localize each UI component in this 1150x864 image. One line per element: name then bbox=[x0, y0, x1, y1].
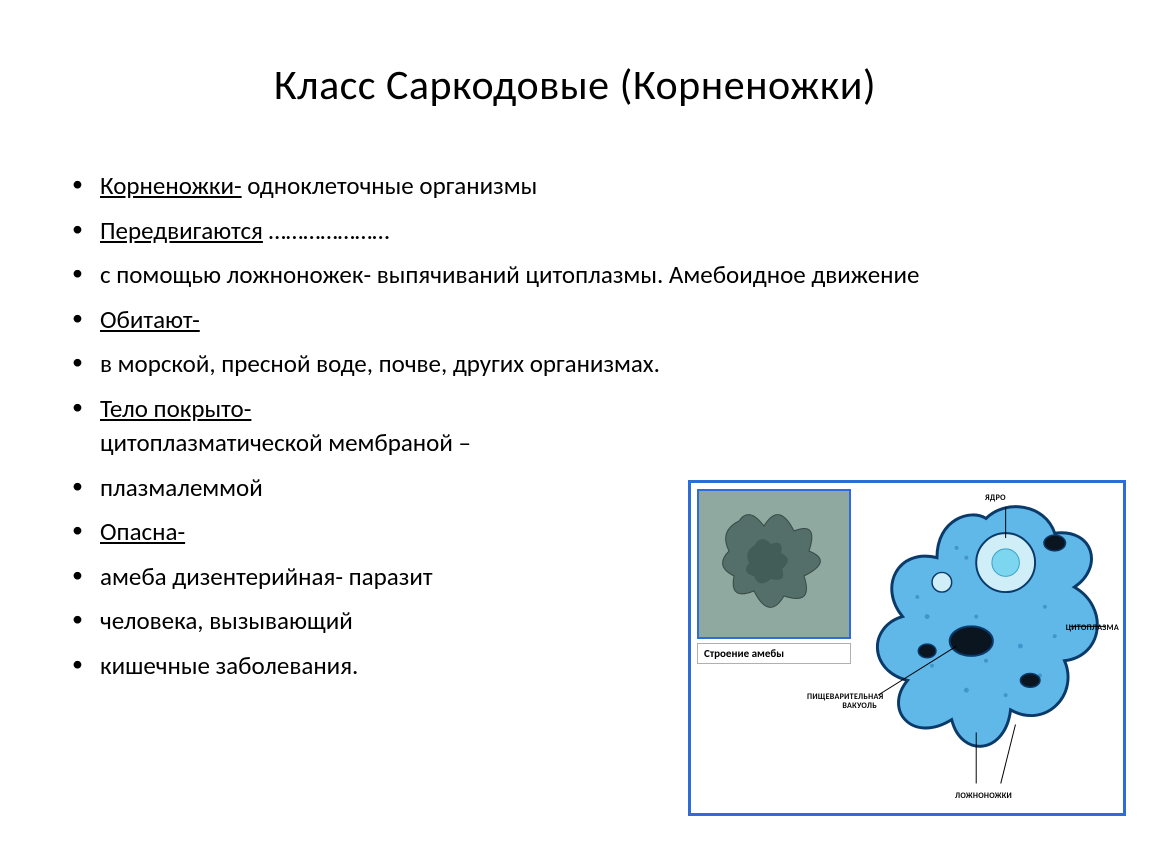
bullet-term: Обитают- bbox=[100, 304, 200, 335]
slide-title: Класс Саркодовые (Корненожки) bbox=[48, 60, 1102, 111]
microscope-inset bbox=[697, 489, 851, 639]
bullet-item: с помощью ложноножек- выпячиваний цитопл… bbox=[72, 258, 1092, 293]
label-vacuole: ПИЩЕВАРИТЕЛЬНАЯ ВАКУОЛЬ bbox=[807, 693, 877, 711]
bullet-term: Опасна- bbox=[100, 516, 185, 547]
inset-caption: Строение амебы bbox=[697, 643, 851, 664]
label-cytoplasm: ЦИТОПЛАЗМА bbox=[1066, 623, 1119, 633]
bullet-item: Обитают- bbox=[72, 303, 1092, 338]
amoeba-diagram: ЯДРО ЦИТОПЛАЗМА ПИЩЕВАРИТЕЛЬНАЯ ВАКУОЛЬ … bbox=[857, 489, 1117, 807]
microscope-amoeba-icon bbox=[699, 491, 851, 639]
bullet-term: Передвигаются bbox=[100, 215, 263, 246]
amoeba-figure: Строение амебы bbox=[688, 480, 1126, 816]
bullet-item: Тело покрыто-цитоплазматической мембрано… bbox=[72, 392, 1092, 461]
label-nucleus: ЯДРО bbox=[985, 493, 1006, 503]
slide: Класс Саркодовые (Корненожки) Корненожки… bbox=[0, 0, 1150, 864]
bullet-item: Передвигаются ………………… bbox=[72, 214, 1092, 249]
bullet-term: Корненожки- bbox=[100, 170, 242, 201]
bullet-term: Тело покрыто- bbox=[100, 393, 251, 424]
bullet-item: в морской, пресной воде, почве, других о… bbox=[72, 347, 1092, 382]
bullet-item: Корненожки- одноклеточные организмы bbox=[72, 169, 1092, 204]
label-pseudopod: ЛОЖНОНОЖКИ bbox=[955, 791, 1012, 801]
amoeba-body-icon bbox=[857, 489, 1117, 807]
